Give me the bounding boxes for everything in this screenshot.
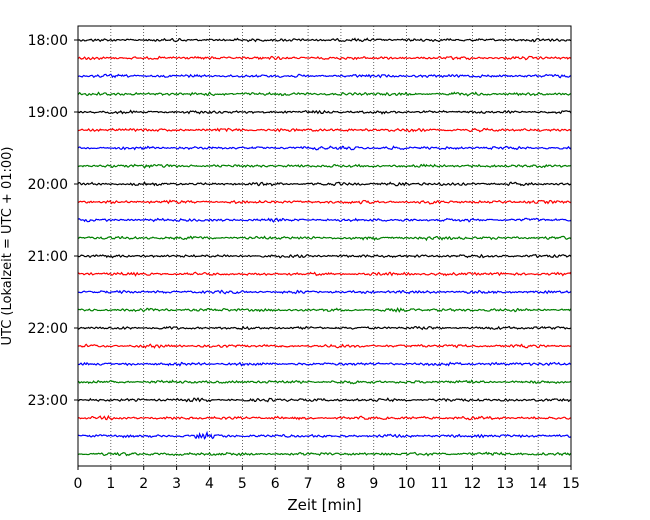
x-axis-label: Zeit [min] bbox=[287, 496, 361, 514]
trace-2200 bbox=[77, 325, 572, 331]
x-tick-label: 15 bbox=[562, 476, 580, 492]
trace-2130 bbox=[78, 289, 572, 295]
x-tick-label: 1 bbox=[106, 476, 115, 492]
y-tick-label: 23:00 bbox=[28, 393, 68, 409]
x-tick-label: 10 bbox=[398, 476, 416, 492]
y-axis-ticks: 18:00 19:00 20:00 21:00 22:00 23:00 bbox=[28, 33, 78, 409]
grid-lines bbox=[110, 26, 539, 466]
trace-2000 bbox=[77, 180, 572, 187]
trace-2215 bbox=[77, 343, 572, 349]
x-tick-label: 2 bbox=[139, 476, 148, 492]
trace-1815 bbox=[77, 55, 572, 61]
x-tick-label: 11 bbox=[431, 476, 449, 492]
x-tick-label: 4 bbox=[205, 476, 214, 492]
trace-2030 bbox=[77, 217, 572, 223]
trace-2045 bbox=[77, 235, 572, 242]
trace-1800 bbox=[77, 37, 572, 43]
x-tick-label: 13 bbox=[496, 476, 514, 492]
trace-1830 bbox=[77, 73, 572, 79]
trace-2145 bbox=[77, 307, 572, 313]
trace-2300 bbox=[77, 397, 572, 403]
x-tick-label: 6 bbox=[271, 476, 280, 492]
trace-2245 bbox=[77, 379, 572, 385]
trace-2315 bbox=[77, 414, 572, 421]
trace-2115 bbox=[77, 271, 572, 277]
x-tick-label: 5 bbox=[238, 476, 247, 492]
x-tick-label: 9 bbox=[369, 476, 378, 492]
trace-2015 bbox=[77, 199, 572, 205]
trace-1900 bbox=[77, 109, 572, 115]
trace-1930 bbox=[77, 145, 572, 151]
trace-1845 bbox=[77, 91, 572, 97]
y-tick-label: 18:00 bbox=[28, 33, 68, 49]
trace-2330 bbox=[77, 430, 572, 440]
y-tick-label: 20:00 bbox=[28, 177, 68, 193]
x-tick-label: 8 bbox=[336, 476, 345, 492]
plot-frame bbox=[77, 25, 572, 467]
trace-1945 bbox=[77, 163, 572, 169]
y-axis-label: UTC (Lokalzeit = UTC + 01:00) bbox=[0, 147, 15, 346]
x-tick-label: 14 bbox=[529, 476, 547, 492]
x-tick-label: 12 bbox=[463, 476, 481, 492]
seismogram-traces bbox=[77, 37, 572, 457]
trace-2230 bbox=[77, 361, 572, 367]
x-axis-ticks: 0 1 2 3 4 5 6 7 8 9 10 11 12 13 14 15 bbox=[74, 466, 580, 492]
trace-1915 bbox=[77, 127, 572, 133]
x-tick-label: 3 bbox=[172, 476, 181, 492]
y-tick-label: 22:00 bbox=[28, 321, 68, 337]
trace-2345 bbox=[77, 451, 572, 457]
trace-2100 bbox=[77, 253, 572, 259]
x-tick-label: 0 bbox=[74, 476, 83, 492]
x-tick-label: 7 bbox=[304, 476, 313, 492]
y-tick-label: 21:00 bbox=[28, 249, 68, 265]
y-tick-label: 19:00 bbox=[28, 105, 68, 121]
